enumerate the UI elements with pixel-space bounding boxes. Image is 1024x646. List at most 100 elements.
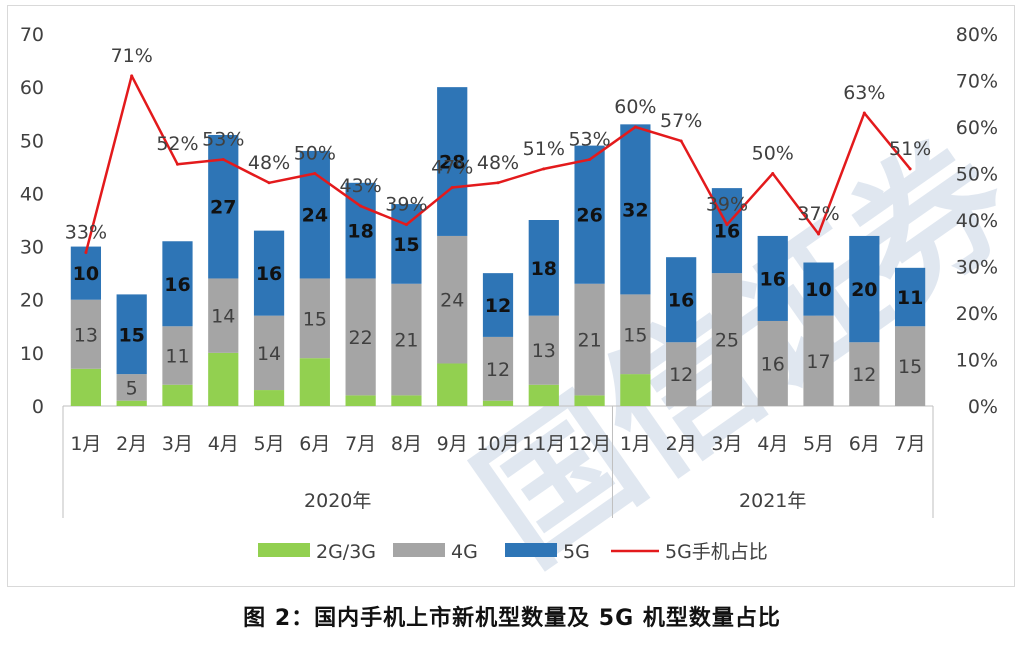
bar-segment-4g [345,278,376,396]
x-tick-label: 12月 [568,433,611,455]
bar-value-label: 13 [74,324,98,346]
bar-segment-2g-3g [162,384,193,406]
share-label: 48% [248,152,290,174]
figure-caption: 图 2：国内手机上市新机型数量及 5G 机型数量占比 [243,606,781,631]
share-point [588,158,592,162]
share-label: 71% [111,45,153,67]
bar-value-label: 13 [532,340,556,362]
y-right-tick-label: 70% [956,71,998,93]
y-right-tick-label: 40% [956,210,998,232]
share-point [313,172,317,175]
share-point [359,204,363,208]
y-left-tick-label: 60 [20,77,44,99]
bar-segment-5g [70,246,102,300]
bar-value-label: 11 [165,346,189,368]
x-tick-label: 4月 [208,433,239,455]
bar-segment-5g [849,235,880,343]
share-label: 60% [614,96,656,118]
bar-value-label: 28 [439,152,465,174]
bar-segment-4g [116,374,147,401]
bar-segment-2g-3g [437,363,468,406]
share-label: 50% [752,143,794,165]
bar-value-label: 24 [440,290,464,312]
bar-segment-2g-3g [345,395,376,406]
x-tick-label: 4月 [757,433,788,455]
bar-segment-4g [574,283,605,396]
bar-value-label: 12 [485,295,511,317]
bar-value-label: 18 [347,221,373,243]
share-point [633,125,637,129]
bar-value-label: 16 [761,353,785,375]
bar-value-label: 32 [622,199,648,221]
bar-value-label: 18 [531,258,557,280]
bar-value-label: 14 [257,343,281,365]
bar-value-label: 21 [577,330,601,352]
share-label: 51% [523,138,565,160]
bar-segment-4g [299,278,330,359]
bar-segment-4g [482,336,514,401]
x-tick-label: 10月 [476,433,519,455]
bar-value-label: 16 [714,221,740,243]
x-tick-label: 3月 [711,433,742,455]
x-tick-label: 6月 [849,433,880,455]
share-label: 63% [843,82,885,104]
bar-segment-4g [620,294,651,375]
share-label: 51% [889,138,931,160]
bar-value-label: 25 [715,330,739,352]
bar-segment-5g [162,241,193,327]
bar-value-label: 17 [806,351,830,373]
y-left-tick-label: 50 [20,130,44,152]
bar-segment-2g-3g [620,374,651,406]
share-point [496,181,500,185]
bar-segment-5g [666,257,697,343]
y-right-tick-label: 20% [956,303,998,325]
bar-value-label: 20 [851,279,877,301]
bar-value-label: 15 [623,324,647,346]
bar-value-label: 12 [669,364,693,386]
share-point [450,185,454,189]
bar-value-label: 16 [256,263,282,285]
share-point [862,111,866,115]
share-label: 37% [797,203,839,225]
share-label: 53% [202,129,244,151]
y-left-tick-label: 40 [20,183,44,205]
bar-segment-5g [757,235,788,321]
bar-segment-5g [894,267,926,327]
bar-segment-2g-3g [528,384,559,406]
share-label: 47% [431,156,473,178]
x-tick-label: 1月 [620,433,651,455]
x-tick-label: 1月 [70,433,101,455]
legend-swatch [505,543,557,557]
bar-value-label: 12 [486,359,510,381]
x-tick-label: 7月 [895,433,926,455]
bar-segment-4g [70,299,102,369]
bar-segment-4g [528,315,559,385]
bar-value-label: 15 [393,234,419,256]
share-point [221,158,225,162]
share-point [84,251,88,255]
legend: 2G/3G 4G 5G 5G手机占比 [258,541,768,563]
bar-segment-4g [757,320,788,406]
bar-value-label: 12 [852,364,876,386]
bar-segment-2g-3g [253,390,285,406]
x-tick-label: 5月 [254,433,285,455]
bar-segment-4g [208,278,239,353]
bar-value-label: 16 [164,274,190,296]
data-labels: 13 10 5 15 11 16 14 27 14 16 15 24 22 18 21 15 24 28 12 12 1… [65,45,931,400]
bar-segment-5g [803,262,834,316]
share-label: 48% [477,152,519,174]
bar-segment-2g-3g [299,358,330,406]
bar-value-label: 21 [394,330,418,352]
y-left-tick-label: 0 [32,396,44,418]
group-label: 2020年 [304,490,371,512]
share-point [175,162,179,166]
x-tick-label: 5月 [803,433,834,455]
x-tick-label: 2月 [666,433,697,455]
share-point [817,232,821,236]
bar-segment-4g [437,235,468,364]
bars [70,87,926,406]
bar-segment-5g [528,220,559,316]
chart-container: 国信证券 0102030405060700%10%20%30%40%50%60%… [7,5,1024,595]
share-point [542,167,546,171]
y-right-tick-label: 10% [956,350,998,372]
